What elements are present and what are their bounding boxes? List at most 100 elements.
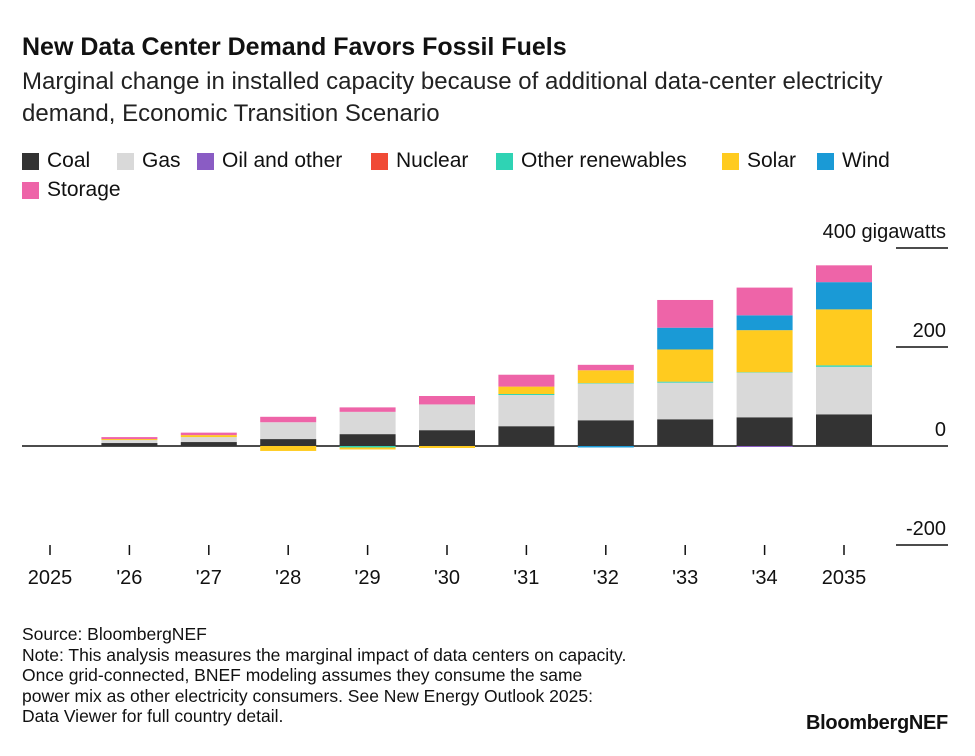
bar-segment	[736, 446, 793, 447]
bar-segment	[736, 330, 793, 373]
note-line: Note: This analysis measures the margina…	[22, 644, 627, 665]
bar-segment	[816, 265, 872, 283]
x-tick-label: '33	[672, 567, 698, 589]
bar-segment	[816, 365, 872, 367]
legend-label: Coal	[47, 149, 91, 172]
bar-segment	[180, 432, 237, 436]
bar-segment	[657, 419, 714, 446]
legend-swatch	[117, 152, 134, 170]
bar-segment	[339, 411, 396, 435]
legend-item: Storage	[22, 177, 121, 203]
bar-segment	[419, 396, 475, 405]
legend-label: Solar	[747, 149, 797, 172]
bar-segment	[339, 434, 396, 446]
legend-item: Other renewables	[496, 148, 687, 174]
chart-subtitle: Marginal change in installed capacity be…	[22, 68, 883, 127]
legend-item: Nuclear	[371, 148, 468, 174]
bar-segment	[339, 407, 396, 412]
legend-swatch	[22, 181, 39, 199]
x-tick-label: 2025	[28, 567, 73, 589]
legend-item: Gas	[117, 148, 181, 174]
bar-segment	[419, 404, 475, 431]
brand-logo: BloombergNEF	[806, 712, 948, 734]
bar-segment	[101, 437, 158, 440]
bar-segment	[657, 382, 714, 420]
bar-segment	[101, 443, 158, 446]
legend-label: Nuclear	[396, 149, 469, 172]
note-line: power mix as other electricity consumers…	[22, 685, 593, 706]
legend-item: Oil and other	[197, 148, 342, 174]
legend-swatch	[817, 152, 834, 170]
legend-label: Oil and other	[222, 149, 343, 172]
bar-segment	[736, 315, 793, 331]
bar-segment	[101, 440, 158, 444]
bar-segment	[498, 374, 555, 387]
legend-item: Coal	[22, 148, 90, 174]
footer: Source: BloombergNEF Note: This analysis…	[22, 624, 782, 727]
y-tick-label: 200	[913, 320, 946, 342]
y-tick-label: 0	[935, 419, 946, 441]
bar-segment	[260, 416, 317, 423]
x-tick-label: '26	[116, 567, 142, 589]
bar-segment	[577, 420, 634, 446]
bar-segment	[816, 282, 872, 310]
x-tick-label: '27	[196, 567, 222, 589]
bar-segment	[260, 439, 317, 446]
bar-segment	[498, 386, 555, 395]
legend-swatch	[496, 152, 513, 170]
note-line: Once grid-connected, BNEF modeling assum…	[22, 665, 583, 686]
bar-segment	[816, 309, 872, 366]
bar-segment	[736, 417, 793, 446]
bar-segment	[657, 299, 714, 328]
legend-item: Wind	[817, 148, 890, 174]
y-tick-label: 400 gigawatts	[823, 221, 946, 243]
source-text: Source: BloombergNEF	[22, 624, 207, 644]
x-tick-label: '28	[275, 567, 301, 589]
bar-segment	[419, 430, 475, 446]
bar-segment	[180, 435, 237, 438]
bar-segment	[816, 414, 872, 446]
bar-segment	[736, 372, 793, 418]
bar-segment	[577, 383, 634, 384]
bar-segment	[657, 381, 714, 383]
legend-label: Gas	[142, 149, 181, 172]
chart-title: New Data Center Demand Favors Fossil Fue…	[22, 33, 567, 61]
x-tick-label: '31	[513, 567, 539, 589]
legend-swatch	[197, 152, 214, 170]
bar-segment	[419, 446, 475, 448]
bar-segment	[657, 327, 714, 350]
legend-label: Other renewables	[521, 149, 687, 172]
legend-label: Storage	[47, 178, 121, 201]
y-tick-label: -200	[906, 518, 946, 540]
bar-segment	[816, 366, 872, 415]
bar-segment	[498, 394, 555, 396]
bar-segment	[260, 446, 317, 451]
x-tick-label: '29	[355, 567, 381, 589]
bar-segment	[577, 446, 634, 448]
x-tick-label: '32	[593, 567, 619, 589]
bar-segment	[577, 370, 634, 384]
bar-segment	[180, 442, 237, 446]
note-line: Data Viewer for full country detail.	[22, 706, 284, 727]
legend-swatch	[22, 152, 39, 170]
x-tick-label: '30	[434, 567, 460, 589]
bar-segment	[577, 383, 634, 421]
bar-segment	[736, 287, 793, 316]
legend-item: Solar	[722, 148, 796, 174]
legend-swatch	[722, 152, 739, 170]
bar-segment	[657, 349, 714, 382]
legend-swatch	[371, 152, 388, 170]
x-tick-label: '34	[752, 567, 778, 589]
bar-segment	[498, 395, 555, 427]
bar-segment	[339, 447, 396, 450]
bar-segment	[736, 372, 793, 373]
chart-area: 400 gigawatts 200 0 -200 2025 '26 '27 '28 '29 '30…	[22, 221, 948, 589]
bar-segment	[577, 364, 634, 371]
bar-segment	[260, 422, 317, 440]
bar-segment	[339, 446, 396, 448]
bar-segment	[498, 426, 555, 446]
legend-label: Wind	[842, 149, 890, 172]
bar-segment	[101, 439, 158, 441]
bar-segment	[180, 437, 237, 443]
x-tick-label: 2035	[822, 567, 867, 589]
